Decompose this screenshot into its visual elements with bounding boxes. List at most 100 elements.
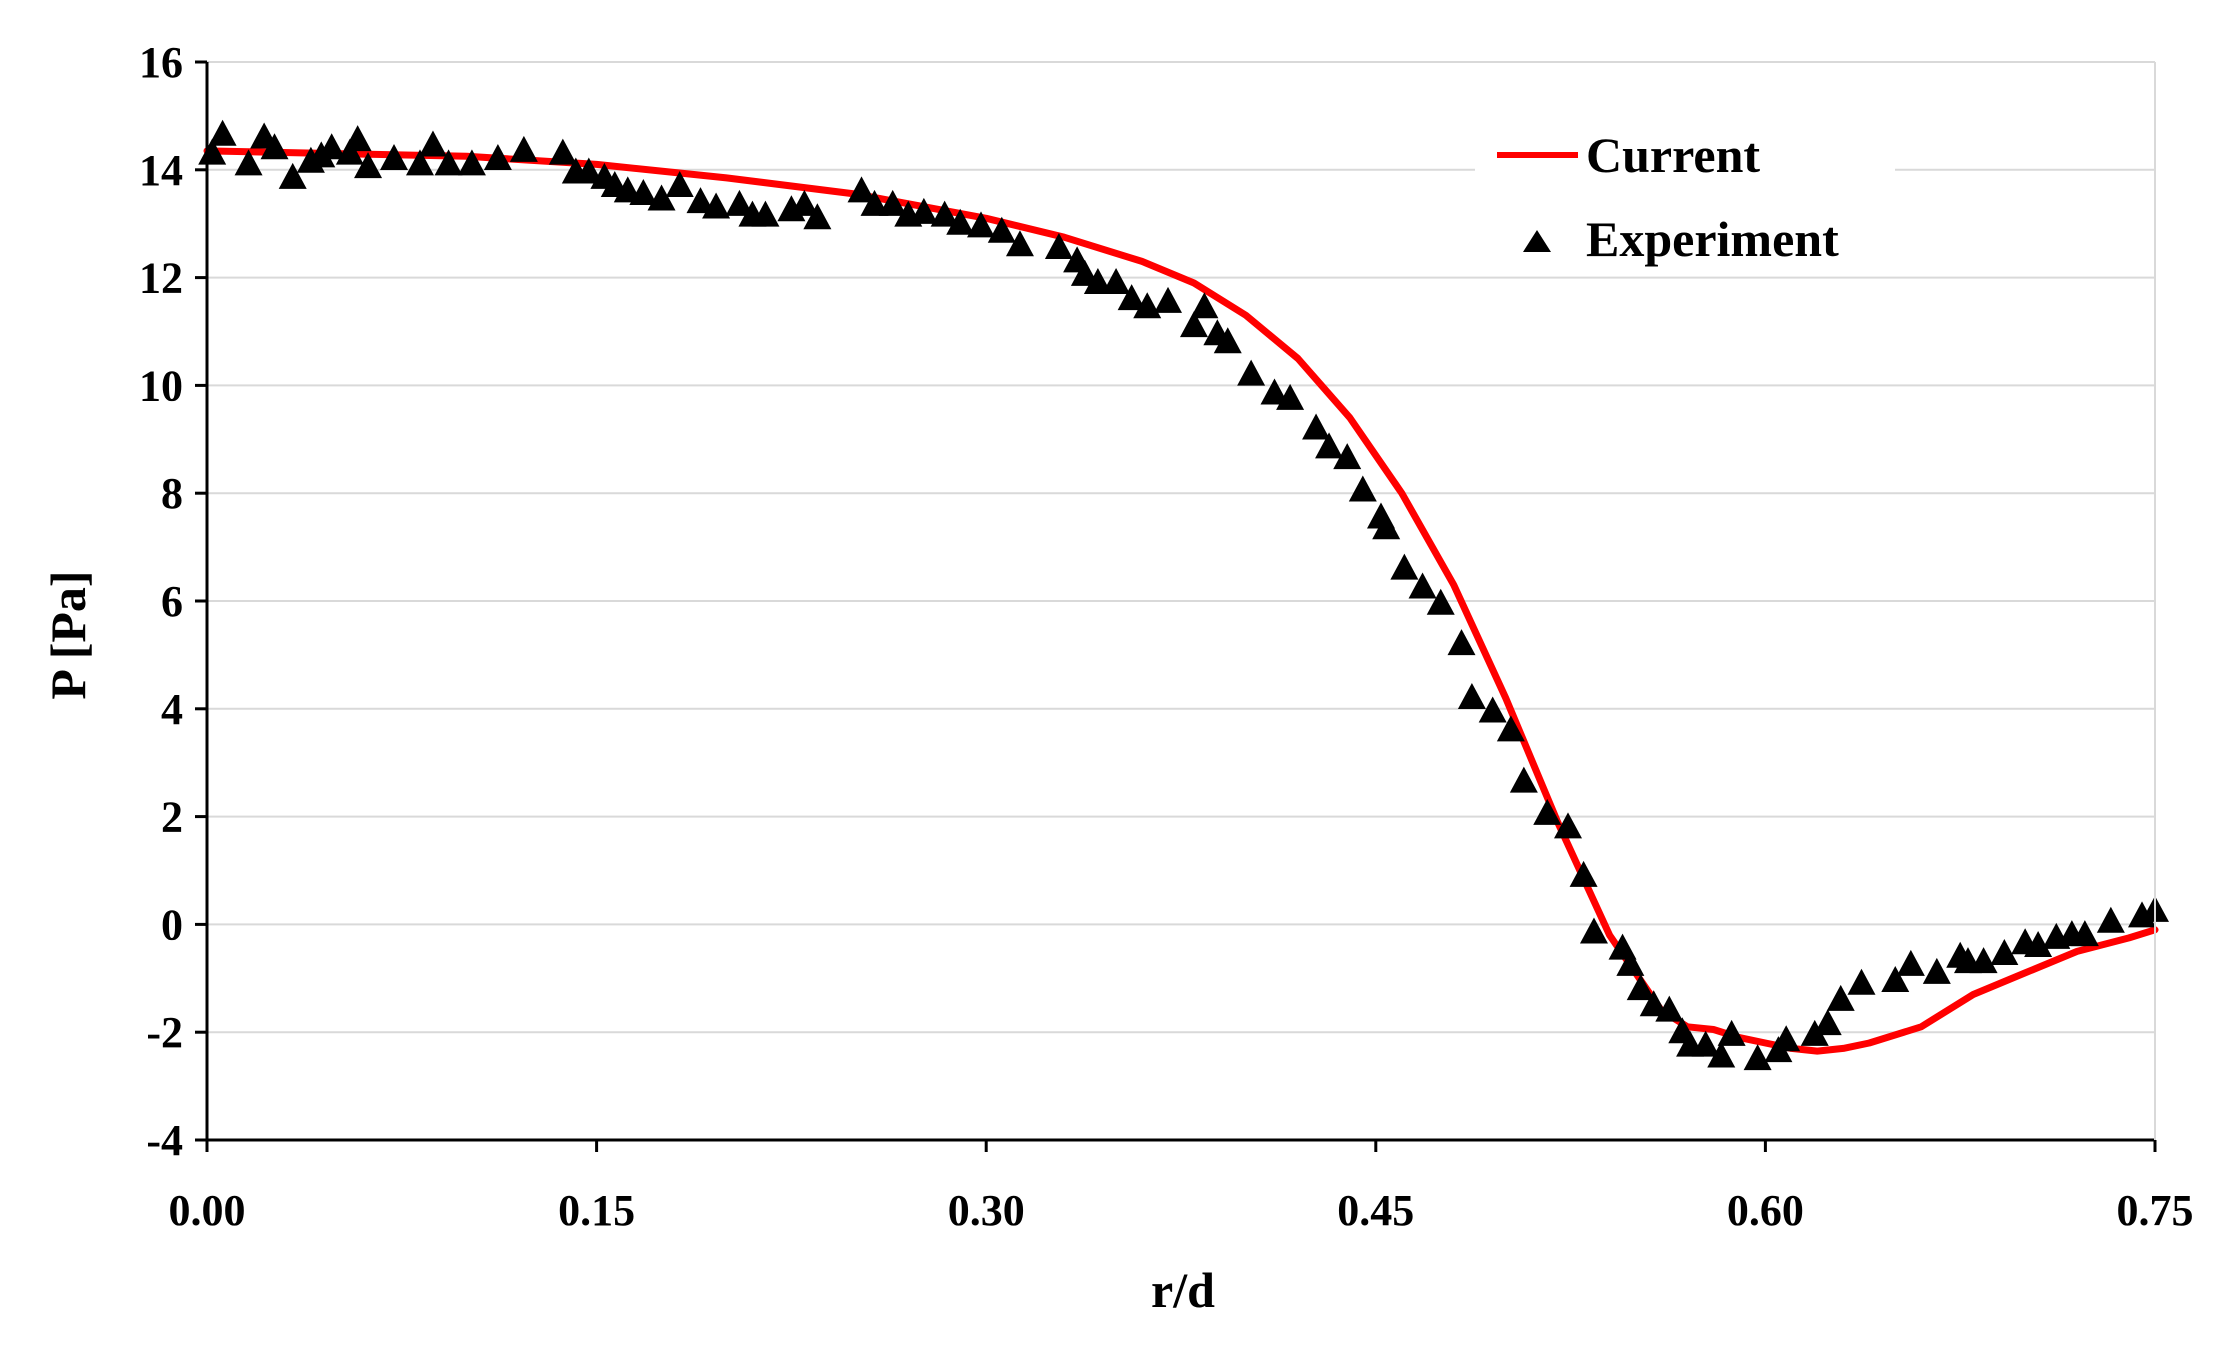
experiment-point	[1117, 284, 1146, 311]
experiment-point	[987, 216, 1016, 243]
y-tick-label: 10	[139, 361, 183, 410]
experiment-point	[434, 149, 463, 176]
experiment-point	[1717, 1019, 1746, 1046]
experiment-point	[1190, 292, 1219, 319]
y-tick-label: -4	[146, 1116, 183, 1165]
y-tick-label: 16	[139, 38, 183, 87]
experiment-point	[1005, 230, 1034, 257]
experiment-point	[2024, 930, 2053, 957]
experiment-point	[208, 119, 237, 146]
y-tick-label: -2	[146, 1008, 183, 1057]
experiment-point	[1496, 715, 1525, 742]
experiment-point	[1800, 1019, 1829, 1046]
experiment-point	[548, 138, 577, 165]
experiment-point	[1457, 683, 1486, 710]
experiment-point	[1237, 359, 1266, 386]
experiment-point	[343, 125, 372, 152]
experiment-point	[1707, 1041, 1736, 1068]
y-tick-label: 14	[139, 146, 183, 195]
experiment-point	[1896, 949, 1925, 976]
experiment-point	[1276, 383, 1305, 410]
experiment-point	[1639, 990, 1668, 1017]
experiment-point	[1426, 588, 1455, 615]
experiment-point	[405, 149, 434, 176]
experiment-point	[457, 149, 486, 176]
experiment-point	[686, 187, 715, 214]
experiment-point	[1509, 766, 1538, 793]
experiment-point	[847, 176, 876, 203]
experiment-point	[860, 189, 889, 216]
legend: Current Experiment	[1475, 115, 1895, 275]
experiment-point	[725, 189, 754, 216]
experiment-point	[1447, 629, 1476, 656]
experiment-point	[967, 211, 996, 238]
y-tick-label: 8	[161, 469, 183, 518]
experiment-point	[2070, 920, 2099, 947]
experiment-point	[647, 184, 676, 211]
experiment-point	[1213, 327, 1242, 354]
experiment-point	[1478, 696, 1507, 723]
grid-lines	[207, 61, 2155, 1034]
experiment-point	[418, 130, 447, 157]
y-tick-labels: -4 -2 0 2 4 6 8 10 12 14 16	[139, 38, 183, 1165]
experiment-point	[1260, 378, 1289, 405]
experiment-series	[198, 119, 2169, 1071]
experiment-point	[751, 200, 780, 227]
x-tick-label: 0.30	[948, 1186, 1025, 1235]
experiment-point	[354, 152, 383, 179]
experiment-point	[930, 200, 959, 227]
y-tick-label: 2	[161, 793, 183, 842]
experiment-point	[629, 179, 658, 206]
experiment-point	[1579, 917, 1608, 944]
experiment-point	[803, 203, 832, 230]
legend-experiment-marker	[1523, 230, 1551, 252]
experiment-point	[1533, 798, 1562, 825]
experiment-point	[1813, 1009, 1842, 1036]
experiment-point	[1743, 1044, 1772, 1071]
experiment-point	[790, 189, 819, 216]
y-tick-label: 0	[161, 900, 183, 949]
experiment-point	[1044, 232, 1073, 259]
experiment-point	[483, 144, 512, 171]
x-tick-label: 0.00	[169, 1186, 246, 1235]
x-tick-label: 0.60	[1727, 1186, 1804, 1235]
experiment-point	[1969, 947, 1998, 974]
experiment-point	[1372, 513, 1401, 540]
x-tick-label: 0.45	[1337, 1186, 1414, 1235]
experiment-point	[1333, 443, 1362, 470]
x-tick-labels: 0.00 0.15 0.30 0.45 0.60 0.75	[169, 1186, 2194, 1235]
experiment-point	[1133, 292, 1162, 319]
experiment-point	[260, 133, 289, 160]
experiment-point	[1616, 949, 1645, 976]
experiment-point	[1922, 957, 1951, 984]
experiment-point	[1102, 267, 1131, 294]
experiment-point	[198, 138, 227, 165]
experiment-point	[380, 144, 409, 171]
experiment-point	[1826, 984, 1855, 1011]
experiment-point	[946, 208, 975, 235]
y-tick-label: 6	[161, 577, 183, 626]
experiment-point	[1302, 413, 1331, 440]
experiment-point	[702, 192, 731, 219]
y-tick-label: 4	[161, 685, 183, 734]
experiment-point	[1655, 995, 1684, 1022]
experiment-point	[574, 157, 603, 184]
experiment-point	[1847, 968, 1876, 995]
experiment-point	[317, 133, 346, 160]
experiment-point	[2096, 906, 2125, 933]
legend-current-label: Current	[1586, 127, 1760, 183]
experiment-point	[1348, 475, 1377, 502]
experiment-point	[1390, 553, 1419, 580]
experiment-point	[909, 197, 938, 224]
x-tick-label: 0.75	[2117, 1186, 2194, 1235]
experiment-point	[665, 170, 694, 197]
experiment-point	[234, 149, 263, 176]
experiment-point	[1179, 311, 1208, 338]
experiment-point	[1990, 939, 2019, 966]
experiment-point	[1083, 267, 1112, 294]
experiment-point	[878, 189, 907, 216]
x-tick-label: 0.15	[558, 1186, 635, 1235]
experiment-point	[1554, 812, 1583, 839]
legend-experiment-label: Experiment	[1586, 211, 1839, 267]
